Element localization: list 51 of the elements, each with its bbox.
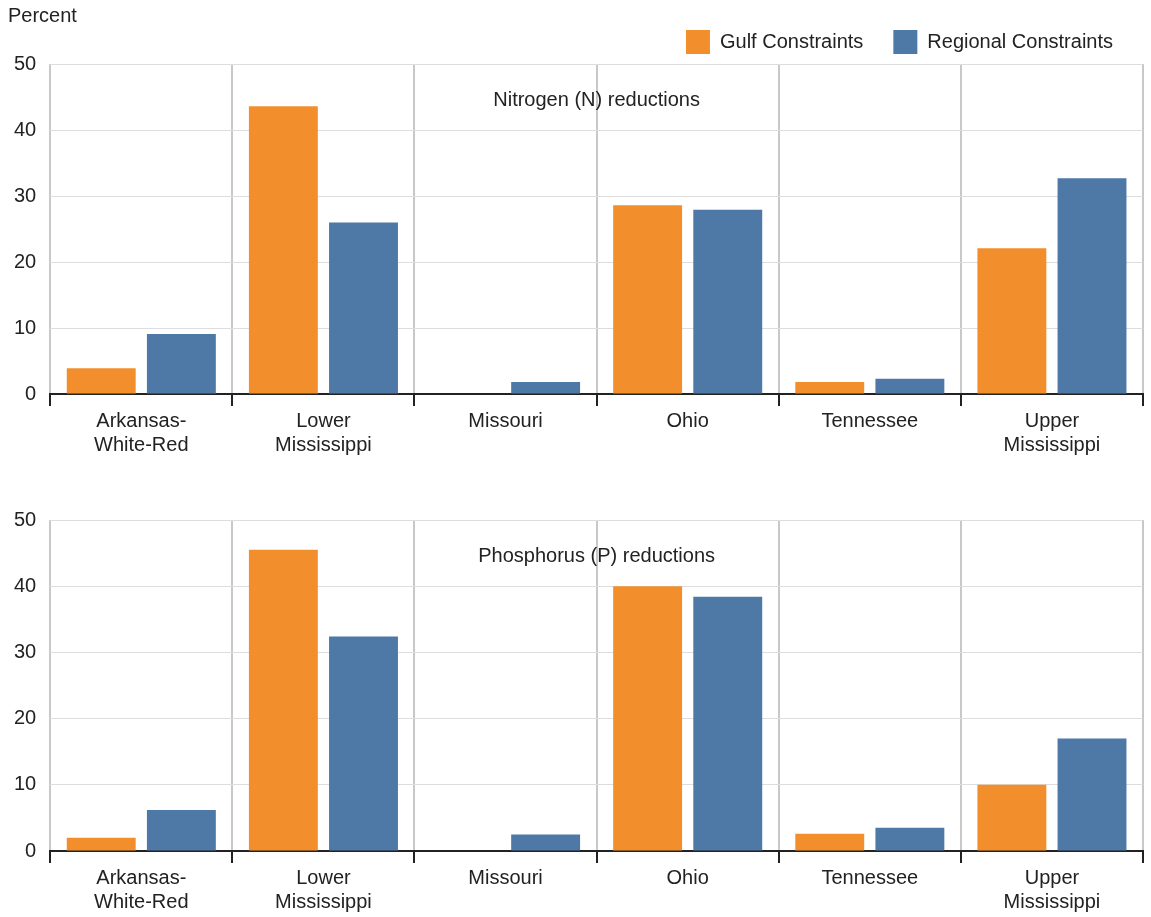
y-tick-label: 0: [25, 381, 37, 404]
text: Nitrogen (N) reductions: [493, 87, 700, 110]
bar: [66, 837, 136, 851]
bar: [795, 833, 865, 851]
y-tick-label: 20: [14, 706, 37, 729]
bar: [977, 248, 1047, 394]
bar: [875, 827, 945, 851]
x-tick-label: Tennessee: [821, 408, 919, 431]
x-tick-label: Ohio: [666, 865, 709, 888]
x-tick-label: Upper Mississippi: [1003, 408, 1101, 455]
x-tick-label: Tennessee: [821, 865, 919, 888]
x-tick-label: Missouri: [468, 865, 543, 888]
y-tick-label: 40: [14, 573, 37, 596]
bar: [511, 382, 581, 394]
x-tick-label: Arkansas-White-Red: [94, 408, 189, 455]
bar: [146, 333, 216, 394]
y-tick-label: 30: [14, 183, 37, 206]
x-tick-label: Lower Mississippi: [275, 865, 372, 912]
x-tick-label: Upper Mississippi: [1003, 865, 1101, 912]
bar: [248, 549, 318, 851]
bar: [329, 636, 398, 851]
bar: [977, 784, 1047, 851]
legend-label: Gulf Constraints: [719, 29, 864, 52]
text: Phosphorus (P) reductions: [478, 543, 716, 566]
legend-label: Regional Constraints: [927, 29, 1113, 52]
bar: [66, 368, 136, 394]
y-axis-title: Percent: [8, 3, 78, 26]
y-tick-label: 50: [14, 51, 37, 74]
bar: [613, 205, 683, 394]
bar: [248, 106, 318, 394]
bar: [329, 222, 398, 394]
y-tick-label: 20: [14, 249, 37, 272]
y-tick-label: 10: [14, 772, 37, 795]
bar: [693, 209, 763, 394]
bar: [511, 834, 581, 851]
x-tick-label: Lower Mississippi: [275, 408, 372, 455]
y-tick-label: 0: [25, 838, 37, 861]
y-tick-label: 50: [14, 507, 37, 530]
bar: [875, 378, 945, 394]
x-tick-label: Ohio: [666, 408, 709, 431]
y-tick-label: 40: [14, 117, 37, 140]
bar: [693, 596, 763, 851]
y-tick-label: 10: [14, 315, 37, 338]
x-tick-label: Missouri: [468, 408, 543, 431]
x-tick-label: Arkansas-White-Red: [94, 865, 189, 912]
bar: [146, 809, 216, 851]
bar: [1057, 738, 1127, 851]
bar: [613, 586, 683, 851]
bar: [795, 382, 865, 394]
bar: [1057, 178, 1127, 394]
y-tick-label: 30: [14, 639, 37, 662]
